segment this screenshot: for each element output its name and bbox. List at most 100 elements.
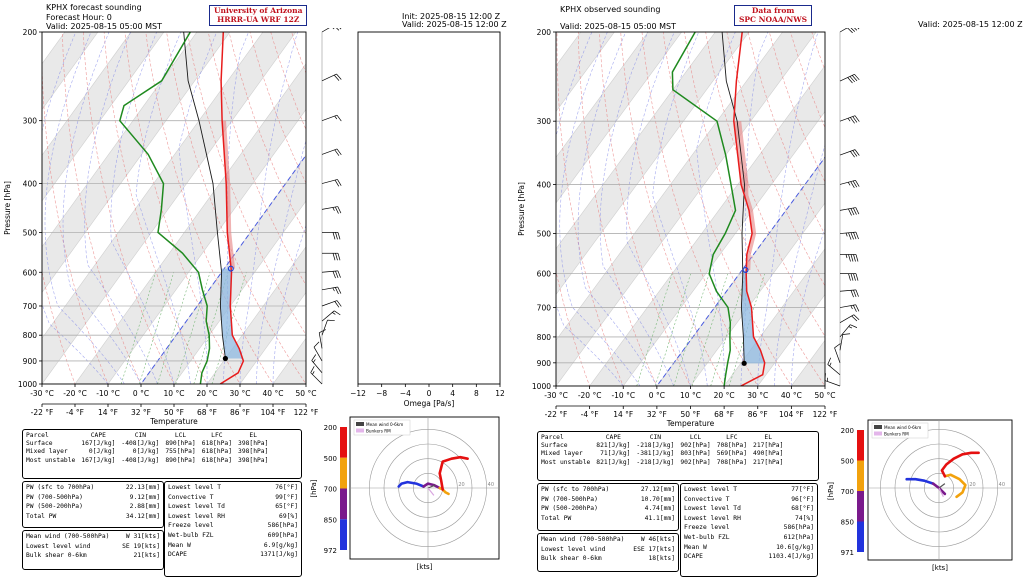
stat-value: 2.88[mm] (129, 503, 160, 511)
x-tick-label-f: -4 °F (66, 408, 84, 417)
wind-barb (839, 289, 859, 298)
x-tick-label-c: 10 °C (680, 391, 701, 400)
barb-full (855, 254, 859, 262)
omega-x-axis-label: Omega [Pa/s] (404, 399, 455, 408)
isotherm-line (42, 32, 99, 111)
x-tick-label-c: -10 °C (96, 389, 120, 398)
barb-full (854, 149, 860, 156)
y-tick-label: 1000 (18, 380, 37, 389)
stat-value: 6.9[g/kg] (263, 541, 298, 549)
left-omega-chart: −12 −8 −4 0 4 8 12 Omega [Pa/s] (350, 31, 505, 408)
stat-row: PW (700-500hPa) 10.70[mm] (538, 495, 678, 505)
barb-full (852, 150, 858, 157)
wind-barb (321, 310, 341, 322)
hodo-area: 20 40 Mean wind 0-6km Bunkers RM (350, 417, 499, 559)
barb-half (313, 359, 316, 363)
wind-barb (824, 373, 841, 387)
colorbar-tick-label: 971 (841, 549, 854, 557)
stat-row: Lowest level wind SE 19[kts] (23, 542, 163, 552)
barb-staff (839, 289, 856, 292)
stat-value: 586[hPa] (783, 524, 814, 532)
parcel-row: Mixed layer 71[J/kg] -381[J/kg] 803[hPa] 569… (538, 450, 786, 458)
barb-staff (834, 347, 841, 363)
right-levels-box: Lowest level T 77[°F] Convective T 96[°F] Lo… (680, 483, 818, 577)
barb-full (333, 28, 340, 31)
stat-row: PW (500-200hPa) 2.88[mm] (23, 502, 163, 512)
wind-barb (321, 206, 342, 214)
barb-half (847, 118, 851, 122)
parcel-cell: Parcel (541, 434, 564, 441)
x-tick-label-c: 40 °C (781, 391, 802, 400)
stat-label: Lowest level T (168, 484, 222, 491)
x-tick-label-c: 50 °C (815, 391, 836, 400)
x-tick-label-f: 68 °F (714, 410, 734, 419)
bunkers-rm-arrow (938, 487, 944, 498)
x-tick-label-c: 50 °C (296, 389, 317, 398)
stat-value: ESE 17[kts] (633, 545, 675, 553)
parcel-header: Parcel CAPE CIN LCL LFC EL (538, 434, 786, 442)
barb-full (834, 343, 841, 349)
barb-full (848, 273, 851, 281)
mixing-ratio-line (139, 272, 175, 384)
stat-label: Lowest level wind (26, 542, 91, 550)
left-levels-box: Lowest level T 76[°F] Convective T 99[°F] Lo… (164, 481, 302, 577)
stat-label: Wet-bulb FZL (168, 531, 214, 539)
stat-value: 18[kts] (648, 555, 675, 563)
barb-full (854, 74, 860, 81)
parcel-cell: 618[hPa] (201, 448, 233, 456)
isotherm-line (107, 109, 306, 384)
barb-staff (839, 115, 856, 122)
barb-staff (321, 114, 338, 122)
parcel-cell: 890[hPa] (165, 440, 196, 448)
colorbar-band (340, 427, 347, 458)
parcel-cell: 618[hPa] (201, 456, 233, 464)
stat-label: PW (500-200hPa) (541, 505, 598, 513)
parcel-cell: CIN (649, 434, 662, 441)
stat-value: 612[hPa] (783, 533, 814, 541)
barb-full (332, 232, 336, 240)
parcel-cell: 0[J/kg] (88, 448, 116, 456)
stat-value: 65[°F] (275, 503, 298, 511)
left-valid: Valid: 2025-08-15 05:00 MST (46, 22, 163, 31)
stat-row: Mean W 6.9[g/kg] (165, 541, 301, 551)
legend-swatch (356, 422, 364, 426)
mixing-ratio-line (175, 272, 211, 384)
colorbar-band (340, 488, 347, 520)
stat-label: Mean W (168, 541, 191, 549)
barb-full (852, 116, 858, 123)
x-axis-label: Temperature (666, 419, 715, 428)
stat-row: Mean wind (700-500hPa) W 31[kts] (23, 532, 163, 542)
left-forecast-hour: Forecast Hour: 0 (46, 13, 112, 22)
isotherm-line (589, 65, 825, 386)
barb-staff (824, 380, 841, 387)
barb-full (853, 254, 856, 262)
stat-value: 34.12[mm] (125, 512, 160, 520)
y-tick-label: 1000 (532, 382, 551, 391)
barb-full (313, 341, 320, 348)
barb-full (852, 305, 857, 312)
x-tick-label-c: -20 °C (578, 391, 602, 400)
x-tick-label-f: 14 °F (98, 408, 118, 417)
parcel-cell: CAPE (90, 432, 106, 439)
barb-full (850, 181, 855, 189)
wind-barb (321, 73, 342, 82)
stat-label: Mean wind (700-500hPa) (26, 533, 110, 540)
dry-adiabat (42, 270, 76, 384)
y-tick-label: 200 (23, 28, 38, 37)
legend-swatch (874, 431, 882, 436)
parcel-cell: Mixed layer (26, 448, 68, 456)
stat-row: Lowest level RH 69[%] (165, 512, 301, 522)
omega-x-tick-label: 12 (495, 389, 505, 398)
stat-value: 586[hPa] (267, 522, 298, 530)
stat-label: PW (sfc to 700hPa) (541, 486, 610, 493)
barb-full (319, 329, 326, 334)
x-tick-label-c: 0 °C (133, 389, 149, 398)
stat-row: Wet-bulb FZL 609[hPa] (165, 531, 301, 541)
ring-label: 20 (458, 482, 464, 488)
y-tick-label: 700 (23, 302, 38, 311)
dry-adiabat (599, 32, 691, 386)
stat-value: 68[°F] (791, 505, 814, 513)
isotherm-line (556, 32, 817, 386)
dewpoint-profile (118, 32, 211, 384)
parcel-row: Surface 821[J/kg] -218[J/kg] 902[hPa] 708[hP… (538, 442, 786, 450)
